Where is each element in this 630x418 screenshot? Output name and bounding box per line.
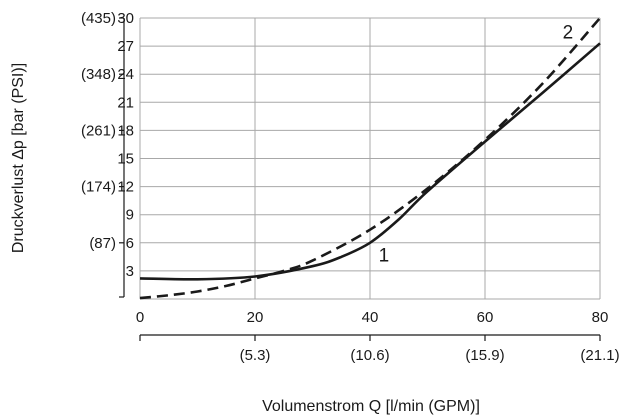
x-tick-label: 20 (247, 309, 264, 326)
y-tick-secondary-label: (87) (89, 235, 116, 252)
x-tick-secondary-label: (21.1) (580, 347, 619, 364)
x-axis-title: Volumenstrom Q [l/min (GPM)] (262, 398, 480, 415)
y-tick-secondary-label: (348) (81, 66, 116, 83)
x-tick-secondary-label: (15.9) (465, 347, 504, 364)
x-tick-label: 80 (592, 309, 609, 326)
y-tick-label: 15 (117, 151, 134, 168)
y-axis: 36912151821242730(87)(174)(261)(348)(435… (81, 10, 134, 297)
y-axis-title: Druckverlust Δp [bar (PSI)] (10, 63, 27, 253)
y-tick-secondary-label: (174) (81, 179, 116, 196)
y-tick-label: 27 (117, 38, 134, 55)
y-tick-label: 9 (126, 207, 134, 224)
x-axis: 0 20 40 60 80 (5.3) (10.6) (15.9) (21.1) (136, 309, 620, 364)
y-tick-label: 6 (126, 235, 134, 252)
y-tick-secondary-label: (261) (81, 122, 116, 139)
y-tick-label: 21 (117, 94, 134, 111)
series-label-1: 1 (379, 246, 390, 267)
grid (140, 18, 600, 299)
x-tick-label: 40 (362, 309, 379, 326)
y-tick-secondary-label: (435) (81, 10, 116, 27)
x-tick-label: 60 (477, 309, 494, 326)
x-tick-secondary-label: (10.6) (350, 347, 389, 364)
y-tick-label: 3 (126, 263, 134, 280)
x-tick-secondary-label: (5.3) (240, 347, 271, 364)
x-tick-label: 0 (136, 309, 144, 326)
series-label-2: 2 (563, 23, 574, 44)
